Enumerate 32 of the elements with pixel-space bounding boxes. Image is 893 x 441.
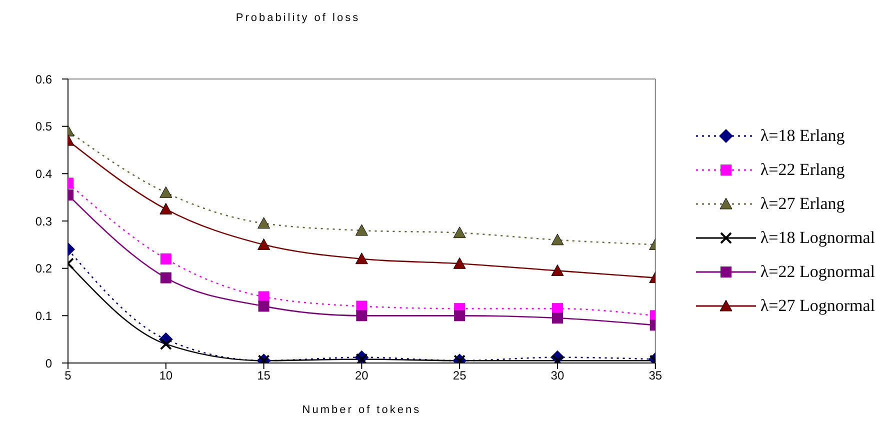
legend-label: λ=18 Lognormal bbox=[760, 226, 875, 249]
chart-title: Probability of loss bbox=[234, 12, 362, 24]
y-tick-label: 0.2 bbox=[35, 262, 52, 276]
y-tick-label: 0.1 bbox=[35, 308, 52, 323]
x-tick-label: 25 bbox=[452, 368, 467, 383]
y-tick-label: 0.5 bbox=[35, 120, 52, 134]
legend-label: λ=22 Lognormal bbox=[760, 260, 875, 283]
point bbox=[355, 224, 368, 236]
legend-label: λ=18 Erlang bbox=[760, 124, 845, 147]
y-tick-label: 0.6 bbox=[35, 72, 52, 86]
point bbox=[454, 310, 466, 322]
y-tick-label: 0 bbox=[45, 356, 52, 370]
x-tick-label: 15 bbox=[257, 368, 271, 383]
point bbox=[258, 217, 270, 229]
x-axis-title: Number of tokens bbox=[302, 404, 422, 416]
legend-label: λ=27 Erlang bbox=[760, 192, 845, 215]
legend-label: λ=22 Erlang bbox=[760, 158, 845, 181]
x-tick-label: 20 bbox=[355, 368, 369, 383]
point bbox=[355, 252, 368, 264]
x-tick-label: 10 bbox=[159, 368, 173, 383]
legend-label: λ=27 Lognormal bbox=[760, 294, 875, 317]
x-tick-label: 5 bbox=[64, 368, 72, 383]
x-tick-label: 35 bbox=[648, 368, 662, 383]
point bbox=[453, 226, 466, 238]
point bbox=[453, 257, 466, 269]
y-tick-label: 0.4 bbox=[35, 166, 52, 181]
point bbox=[258, 300, 270, 312]
x-tick-label: 30 bbox=[550, 368, 564, 383]
point bbox=[258, 238, 270, 250]
point bbox=[356, 353, 368, 363]
point bbox=[356, 310, 368, 322]
y-tick-label: 0.3 bbox=[35, 214, 52, 228]
